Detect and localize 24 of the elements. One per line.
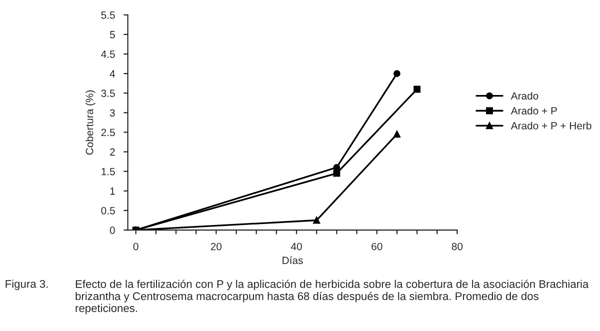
- y-tick-label: 0: [110, 226, 115, 234]
- legend-label: Arado: [510, 92, 538, 100]
- x-tick-label: 40: [290, 242, 302, 250]
- x-axis-title: Días: [282, 256, 303, 264]
- y-tick-label: 3: [110, 109, 115, 117]
- y-tick-label: 1.5: [102, 168, 115, 176]
- text: Efecto de la fertilización con P y la aplicación de herbicida sobre la cobertura de la asociación Brachiaria brizantha y Centrosema macrocarpum hasta 68 días después de la siembra. Promedio de dos repeticiones.: [76, 280, 589, 314]
- x-tick-label: 20: [210, 242, 222, 250]
- y-tick-label: 4: [110, 70, 115, 78]
- x-tick-label: 60: [372, 242, 382, 250]
- y-tick-label: 2.5: [101, 128, 115, 136]
- x-tick-label: 0: [133, 242, 138, 250]
- y-tick-label: 5: [110, 31, 115, 38]
- x-tick-label: 80: [452, 242, 463, 250]
- y-tick-label: 2: [110, 148, 115, 156]
- legend-label: Arado + P: [510, 106, 557, 115]
- y-tick-label: 1: [110, 188, 115, 195]
- y-axis-title: Cobertura (%): [86, 90, 96, 155]
- text: Figura 3.: [6, 280, 48, 290]
- y-tick-label: 0.5: [101, 206, 115, 214]
- y-tick-label: 3.5: [101, 90, 115, 98]
- y-tick-label: 4.5: [101, 50, 115, 58]
- y-tick-label: 5.5: [101, 12, 115, 19]
- legend-label: Arado + P + Herb: [510, 122, 592, 130]
